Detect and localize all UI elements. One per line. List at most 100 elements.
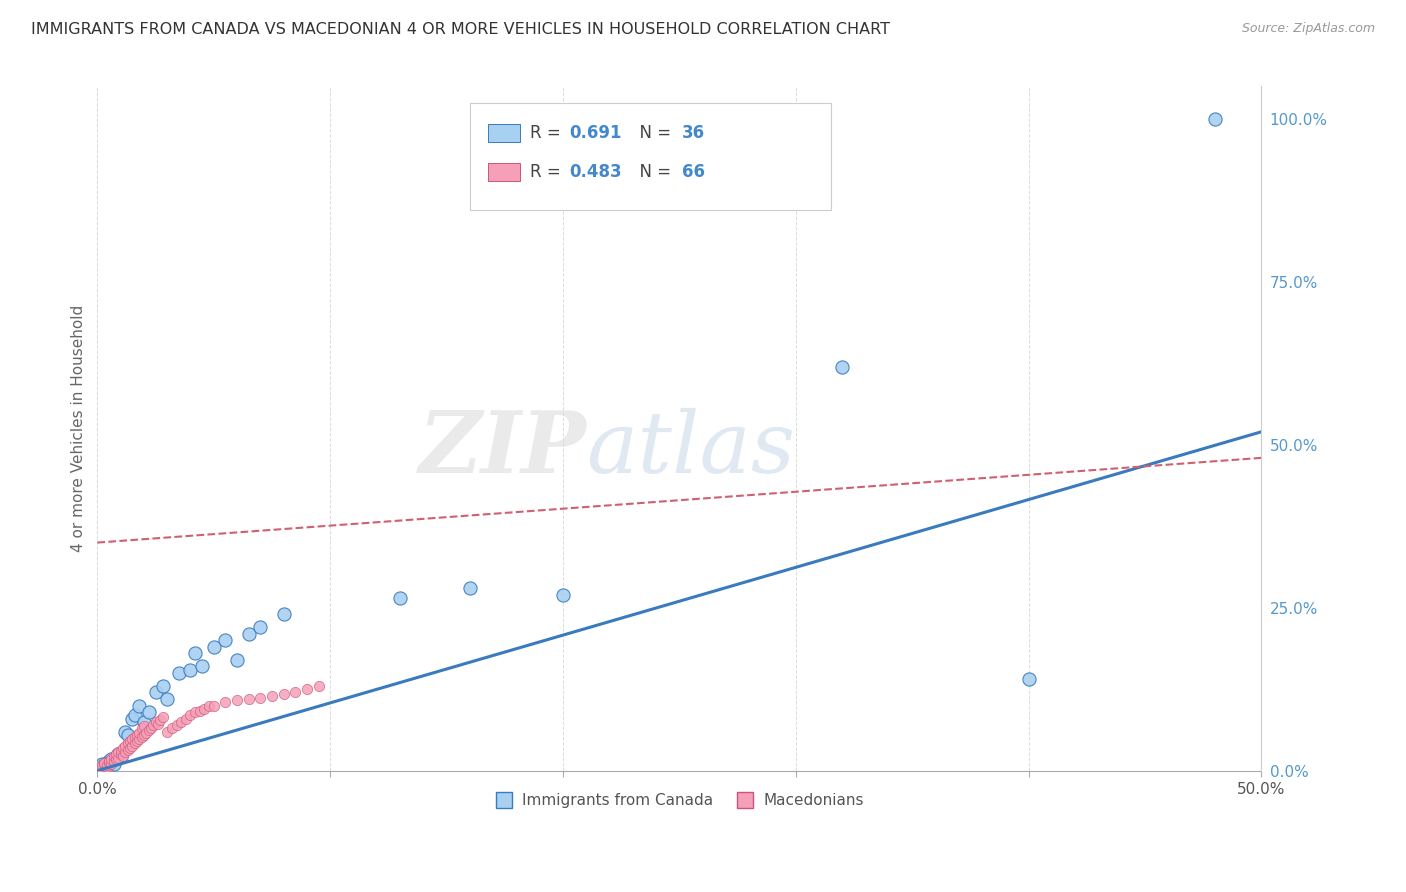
Point: [107, 750, 129, 764]
Point: [124, 736, 146, 750]
Point: [1018, 673, 1040, 687]
Point: [131, 722, 153, 736]
Point: [124, 708, 146, 723]
Point: [273, 687, 295, 701]
Point: [125, 734, 148, 748]
Point: [202, 698, 225, 713]
Point: [188, 704, 211, 718]
Point: [103, 754, 125, 768]
Text: IMMIGRANTS FROM CANADA VS MACEDONIAN 4 OR MORE VEHICLES IN HOUSEHOLD CORRELATION: IMMIGRANTS FROM CANADA VS MACEDONIAN 4 O…: [31, 22, 890, 37]
Point: [100, 757, 122, 772]
Point: [295, 682, 318, 697]
Point: [260, 689, 283, 703]
Text: 36: 36: [682, 124, 704, 142]
Point: [152, 679, 174, 693]
Point: [193, 702, 215, 716]
Point: [114, 739, 136, 753]
Point: [96, 756, 118, 770]
Point: [458, 581, 481, 595]
Point: [121, 712, 143, 726]
Point: [191, 659, 214, 673]
Point: [103, 749, 125, 764]
Point: [831, 359, 853, 374]
Point: [160, 722, 183, 736]
Point: [100, 752, 122, 766]
Text: 0.483: 0.483: [569, 163, 621, 181]
Point: [179, 708, 201, 723]
Point: [121, 732, 143, 747]
Point: [1204, 112, 1226, 126]
Text: ZIP: ZIP: [419, 408, 586, 491]
FancyBboxPatch shape: [488, 124, 520, 142]
Point: [156, 724, 179, 739]
Point: [98, 754, 121, 768]
Point: [114, 724, 136, 739]
Point: [128, 726, 150, 740]
Point: [128, 732, 150, 747]
Point: [156, 692, 179, 706]
Text: 66: 66: [682, 163, 704, 181]
Point: [135, 726, 157, 740]
Point: [139, 722, 162, 736]
Point: [132, 714, 155, 729]
Point: [131, 730, 153, 744]
Text: Source: ZipAtlas.com: Source: ZipAtlas.com: [1241, 22, 1375, 36]
Point: [104, 747, 127, 762]
Point: [118, 740, 141, 755]
Y-axis label: 4 or more Vehicles in Household: 4 or more Vehicles in Household: [72, 305, 86, 552]
Point: [179, 663, 201, 677]
Point: [91, 758, 114, 772]
Point: [142, 718, 165, 732]
Point: [167, 665, 190, 680]
Point: [117, 743, 139, 757]
Point: [138, 723, 160, 738]
Point: [166, 718, 188, 732]
Text: N =: N =: [630, 124, 676, 142]
Point: [249, 620, 271, 634]
Point: [184, 705, 207, 719]
Point: [107, 747, 129, 762]
Point: [273, 607, 295, 622]
Point: [96, 758, 118, 772]
Text: R =: R =: [530, 124, 567, 142]
Point: [107, 746, 129, 760]
Point: [132, 728, 155, 742]
Point: [238, 627, 260, 641]
Point: [249, 690, 271, 705]
Point: [110, 747, 132, 762]
Point: [124, 730, 146, 744]
Point: [98, 754, 121, 768]
Point: [121, 739, 143, 753]
Point: [284, 685, 307, 699]
Point: [238, 692, 260, 706]
Point: [214, 695, 236, 709]
Point: [100, 752, 122, 766]
Point: [132, 719, 155, 733]
Point: [184, 646, 207, 660]
Point: [96, 760, 118, 774]
Point: [104, 750, 127, 764]
Point: [226, 693, 249, 707]
Point: [170, 714, 193, 729]
Point: [89, 760, 111, 774]
Point: [125, 728, 148, 742]
Legend: Immigrants from Canada, Macedonians: Immigrants from Canada, Macedonians: [488, 787, 870, 814]
Point: [110, 749, 132, 764]
Point: [214, 633, 236, 648]
Text: 0.691: 0.691: [569, 124, 621, 142]
Point: [118, 734, 141, 748]
FancyBboxPatch shape: [488, 162, 520, 181]
Point: [104, 752, 127, 766]
Point: [128, 698, 150, 713]
Point: [145, 685, 167, 699]
Text: N =: N =: [630, 163, 676, 181]
Point: [198, 698, 221, 713]
Point: [202, 640, 225, 654]
Point: [111, 749, 134, 764]
Point: [149, 713, 172, 727]
Point: [93, 756, 115, 770]
Point: [146, 716, 169, 731]
Point: [138, 705, 160, 719]
Point: [388, 591, 411, 605]
Point: [91, 757, 114, 772]
